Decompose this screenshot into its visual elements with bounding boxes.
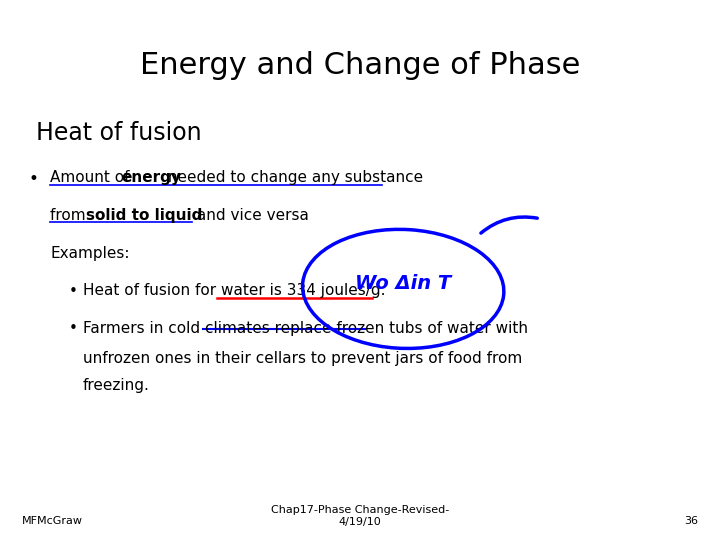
Text: Energy and Change of Phase: Energy and Change of Phase [140, 51, 580, 80]
Text: Chap17-Phase Change-Revised-
4/19/10: Chap17-Phase Change-Revised- 4/19/10 [271, 505, 449, 526]
Text: needed to change any substance: needed to change any substance [163, 170, 423, 185]
Text: Farmers in cold climates replace frozen tubs of water with: Farmers in cold climates replace frozen … [83, 321, 528, 336]
Text: Heat of fusion for water is 334 joules/g.: Heat of fusion for water is 334 joules/g… [83, 284, 385, 299]
Text: Wo Δin T: Wo Δin T [355, 274, 451, 293]
Text: unfrozen ones in their cellars to prevent jars of food from: unfrozen ones in their cellars to preven… [83, 351, 522, 366]
Text: Examples:: Examples: [50, 246, 130, 261]
Text: solid to liquid: solid to liquid [86, 208, 202, 223]
Text: Heat of fusion: Heat of fusion [36, 122, 202, 145]
Text: •: • [68, 284, 77, 299]
Text: •: • [68, 321, 77, 336]
Text: MFMcGraw: MFMcGraw [22, 516, 83, 526]
Text: •: • [29, 170, 39, 188]
Text: 36: 36 [685, 516, 698, 526]
Text: and vice versa: and vice versa [192, 208, 308, 223]
Text: from: from [50, 208, 91, 223]
Text: Amount of: Amount of [50, 170, 135, 185]
Text: energy: energy [121, 170, 181, 185]
Text: freezing.: freezing. [83, 378, 150, 393]
